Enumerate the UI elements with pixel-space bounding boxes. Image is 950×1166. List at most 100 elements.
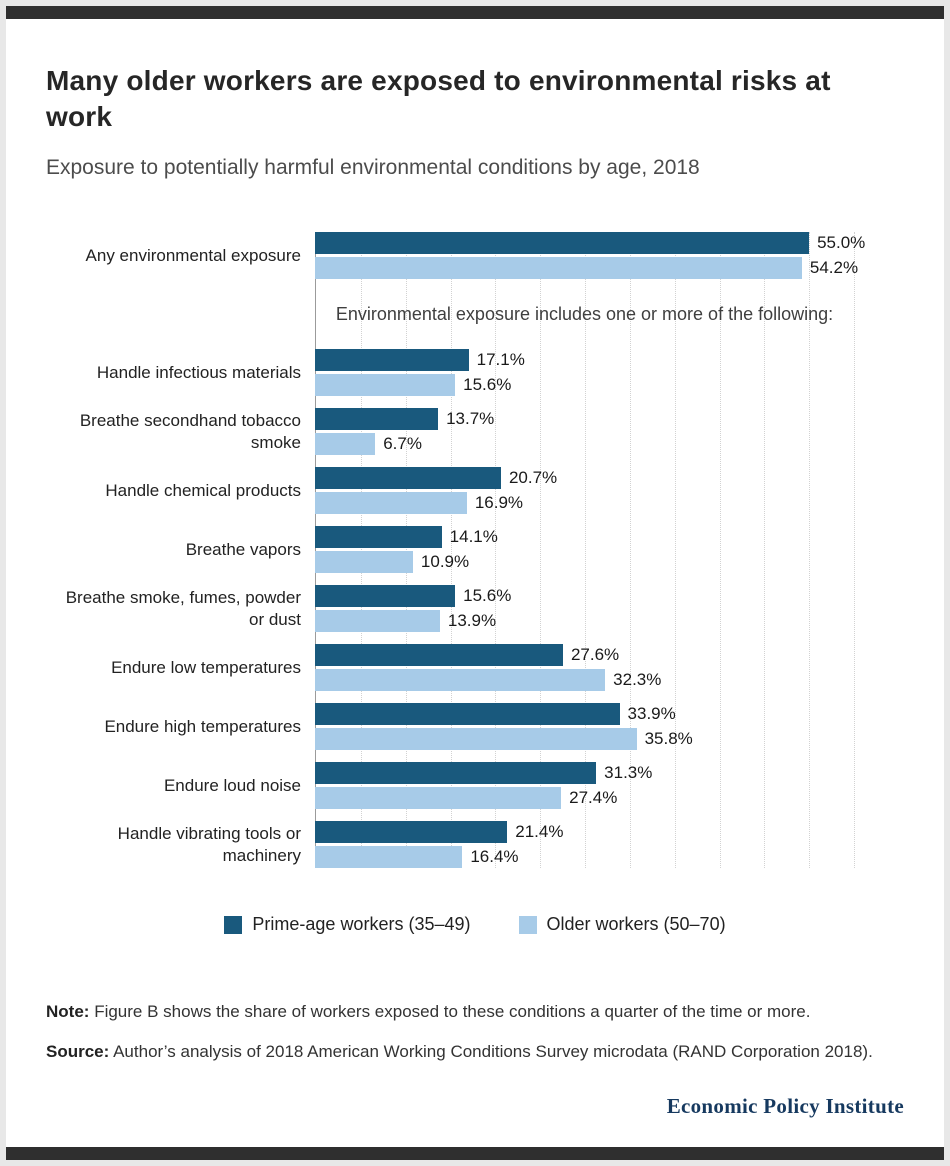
bar-value-label: 27.4% — [569, 788, 618, 808]
bar-value-label: 10.9% — [420, 552, 470, 572]
source-label: Source: — [46, 1041, 110, 1061]
source: Source: Author’s analysis of 2018 Americ… — [46, 1039, 904, 1065]
bar-value-label: 17.1% — [476, 350, 525, 370]
category-label: Handle infectious materials — [96, 362, 301, 382]
bar — [315, 257, 802, 280]
legend-swatch — [518, 915, 537, 934]
bar — [315, 787, 562, 810]
chart-row: Endure loud noise 31.3% 27.4% — [46, 762, 904, 810]
bar-value-label: 16.4% — [470, 847, 519, 867]
note-label: Note: — [46, 1002, 90, 1022]
bar-value-label: 15.6% — [463, 586, 512, 606]
plot-area — [315, 232, 855, 869]
bar-group: 14.1% 10.9% — [315, 526, 854, 574]
gridline — [360, 232, 362, 869]
bar-line: 35.8% — [315, 728, 854, 751]
bar — [315, 728, 637, 751]
gridline — [540, 232, 542, 869]
bar-group: 21.4% 16.4% — [315, 821, 854, 869]
bar-group: 20.7% 16.9% — [315, 467, 854, 515]
bar — [315, 492, 467, 515]
bar-line: 32.3% — [315, 669, 854, 692]
bar-value-label: 16.9% — [474, 493, 524, 513]
legend-label: Older workers (50–70) — [546, 914, 726, 935]
legend: Prime-age workers (35–49) Older workers (… — [46, 914, 904, 935]
gridline — [854, 232, 855, 869]
category-label: Handle chemical products — [105, 480, 301, 500]
annotation-row: Environmental exposure includes one or m… — [46, 291, 904, 337]
bar-value-label: 21.4% — [515, 822, 564, 842]
bar — [315, 433, 376, 456]
bar-line: 13.9% — [315, 610, 854, 633]
bar-value-label: 27.6% — [570, 645, 620, 665]
bar-line: 27.6% — [315, 644, 854, 667]
chart-title: Many older workers are exposed to enviro… — [46, 65, 831, 132]
page: Many older workers are exposed to enviro… — [6, 6, 944, 1161]
legend-item: Prime-age workers (35–49) — [224, 914, 471, 935]
chart-annotation: Environmental exposure includes one or m… — [335, 303, 834, 324]
chart-row: Breathe smoke, fumes, powder or dust 15.6… — [46, 585, 904, 633]
bar — [315, 374, 456, 397]
chart-row: Breathe vapors 14.1% 10.9% — [46, 526, 904, 574]
gridline — [674, 232, 676, 869]
bar-group: 33.9% 35.8% — [315, 703, 854, 751]
bar-group: 17.1% 15.6% — [315, 349, 854, 397]
bar-line: 55.0% — [315, 232, 865, 255]
bar — [315, 644, 563, 667]
category-label: Endure high temperatures — [104, 716, 301, 736]
bar-value-label: 32.3% — [613, 670, 662, 690]
note: Note: Figure B shows the share of worker… — [46, 999, 904, 1025]
gridline — [405, 232, 407, 869]
bar — [315, 762, 597, 785]
bar — [315, 821, 508, 844]
gridline — [495, 232, 497, 869]
bar-group: 31.3% 27.4% — [315, 762, 854, 810]
bar — [315, 408, 439, 431]
bar-line: 15.6% — [315, 374, 854, 397]
bar-group: 15.6% 13.9% — [315, 585, 854, 633]
gridline — [629, 232, 631, 869]
bar — [315, 703, 620, 726]
bar-line: 13.7% — [315, 408, 854, 431]
bar-line: 15.6% — [315, 585, 854, 608]
bar-line: 20.7% — [315, 467, 854, 490]
bar-line: 17.1% — [315, 349, 854, 372]
chart-rows: Any environmental exposure 55.0% 54.2% Envi… — [46, 232, 904, 869]
category-label: Endure loud noise — [163, 775, 301, 795]
bar-value-label: 13.9% — [447, 611, 497, 631]
category-label: Handle vibrating tools or machinery — [117, 823, 301, 865]
gridline — [450, 232, 452, 869]
bar-value-label: 54.2% — [809, 258, 859, 278]
chart-row: Handle chemical products 20.7% 16.9% — [46, 467, 904, 515]
bar — [315, 551, 413, 574]
bar-chart: Any environmental exposure 55.0% 54.2% Envi… — [46, 232, 904, 869]
chart-row: Endure high temperatures 33.9% 35.8% — [46, 703, 904, 751]
bar-line: 33.9% — [315, 703, 854, 726]
bar — [315, 610, 440, 633]
bar-group: 55.0% 54.2% — [315, 232, 865, 280]
gridline — [719, 232, 721, 869]
bar-line: 14.1% — [315, 526, 854, 549]
bar — [315, 232, 810, 255]
chart-row: Handle vibrating tools or machinery 21.4%… — [46, 821, 904, 869]
bar-value-label: 55.0% — [817, 233, 866, 253]
chart-row: Breathe secondhand tobacco smoke 13.7% 6.7… — [46, 408, 904, 456]
bar-value-label: 13.7% — [446, 409, 495, 429]
chart-row: Any environmental exposure 55.0% 54.2% — [46, 232, 904, 280]
legend-swatch — [224, 915, 243, 934]
bar — [315, 669, 606, 692]
category-label: Breathe secondhand tobacco smoke — [79, 410, 301, 452]
bar-value-label: 20.7% — [508, 468, 558, 488]
bar — [315, 526, 442, 549]
bar-value-label: 14.1% — [449, 527, 498, 547]
gridline — [585, 232, 586, 869]
bar-line: 16.9% — [315, 492, 854, 515]
top-border-strip — [6, 6, 944, 19]
legend-item: Older workers (50–70) — [518, 914, 726, 935]
chart-row: Endure low temperatures 27.6% 32.3% — [46, 644, 904, 692]
bar — [315, 349, 469, 372]
bar-line: 21.4% — [315, 821, 854, 844]
bar — [315, 585, 456, 608]
bar-group: 13.7% 6.7% — [315, 408, 854, 456]
content: Many older workers are exposed to enviro… — [6, 19, 944, 1147]
